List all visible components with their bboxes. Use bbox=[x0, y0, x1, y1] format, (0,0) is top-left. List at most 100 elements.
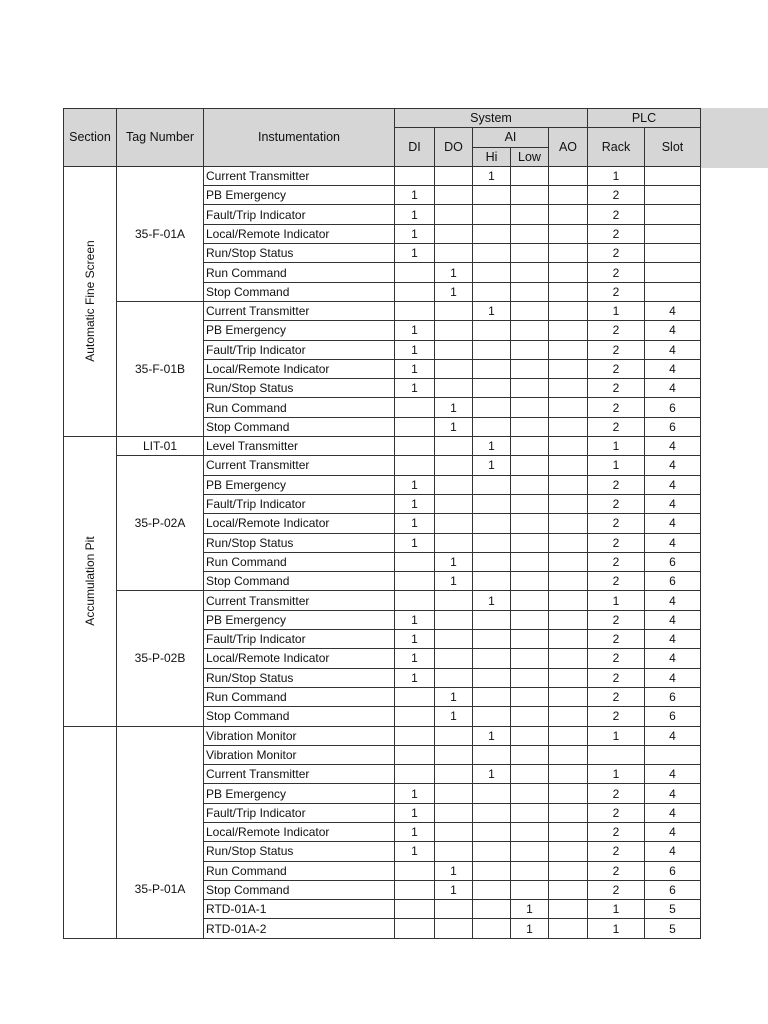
rack-cell: 1 bbox=[587, 899, 645, 920]
ai-low-cell bbox=[510, 300, 549, 322]
di-cell: 1 bbox=[394, 243, 435, 264]
ao-cell bbox=[548, 802, 588, 823]
do-cell bbox=[434, 725, 473, 746]
instrument-name: Stop Command bbox=[203, 879, 395, 901]
di-cell bbox=[394, 436, 435, 457]
section-cell: Automatic Fine Screen bbox=[63, 165, 117, 438]
slot-cell bbox=[644, 223, 701, 245]
header-slot: Slot bbox=[644, 127, 701, 167]
ai-low-cell bbox=[510, 204, 549, 225]
rack-cell: 2 bbox=[587, 860, 645, 881]
ai-low-cell: 1 bbox=[510, 918, 549, 939]
ai-low-cell bbox=[510, 223, 549, 245]
ai-hi-cell bbox=[472, 185, 511, 206]
slot-cell: 4 bbox=[644, 339, 701, 360]
table-row: Run Command 1 2 6 bbox=[64, 397, 701, 418]
rack-cell: 2 bbox=[587, 320, 645, 341]
instrument-name: Local/Remote Indicator bbox=[203, 513, 395, 534]
do-cell: 1 bbox=[434, 551, 473, 573]
slot-cell: 4 bbox=[644, 358, 701, 380]
header-plc: PLC bbox=[587, 107, 701, 129]
di-cell bbox=[394, 397, 435, 418]
slot-cell: 4 bbox=[644, 455, 701, 476]
do-cell: 1 bbox=[434, 397, 473, 418]
ao-cell bbox=[548, 493, 588, 515]
header-ai: AI bbox=[472, 127, 549, 148]
ao-cell bbox=[548, 609, 588, 631]
rack-cell: 2 bbox=[587, 262, 645, 283]
di-cell: 1 bbox=[394, 378, 435, 399]
instrument-name: Fault/Trip Indicator bbox=[203, 204, 395, 225]
do-cell bbox=[434, 918, 473, 939]
ao-cell bbox=[548, 532, 588, 553]
ao-cell bbox=[548, 841, 588, 862]
tag-number-cell: 35-P-01A bbox=[116, 725, 204, 939]
rack-cell: 1 bbox=[587, 436, 645, 457]
instrument-name: Run Command bbox=[203, 860, 395, 881]
ao-cell bbox=[548, 879, 588, 901]
ai-hi-cell bbox=[472, 513, 511, 534]
instrument-name: Vibration Monitor bbox=[203, 725, 395, 746]
di-cell bbox=[394, 281, 435, 302]
di-cell: 1 bbox=[394, 802, 435, 823]
do-cell: 1 bbox=[434, 262, 473, 283]
ao-cell bbox=[548, 764, 588, 785]
di-cell: 1 bbox=[394, 648, 435, 669]
ai-low-cell bbox=[510, 609, 549, 631]
ai-low-cell bbox=[510, 802, 549, 823]
ai-hi-cell: 1 bbox=[472, 764, 511, 785]
ai-hi-cell bbox=[472, 879, 511, 901]
di-cell: 1 bbox=[394, 223, 435, 245]
ai-hi-cell bbox=[472, 783, 511, 804]
instrument-name: PB Emergency bbox=[203, 320, 395, 341]
slot-cell: 6 bbox=[644, 397, 701, 418]
do-cell bbox=[434, 455, 473, 476]
table-row: PB Emergency 1 2 bbox=[64, 185, 701, 206]
ai-low-cell bbox=[510, 764, 549, 785]
do-cell bbox=[434, 339, 473, 360]
do-cell bbox=[434, 300, 473, 322]
table-row: Stop Command 1 2 6 bbox=[64, 706, 701, 727]
ai-low-cell bbox=[510, 821, 549, 843]
rack-cell: 2 bbox=[587, 609, 645, 631]
header-ao: AO bbox=[548, 127, 588, 167]
ao-cell bbox=[548, 590, 588, 611]
header-ai-hi: Hi bbox=[472, 146, 511, 167]
slot-cell bbox=[644, 262, 701, 283]
ai-hi-cell bbox=[472, 841, 511, 862]
ai-hi-cell bbox=[472, 821, 511, 843]
rack-cell: 1 bbox=[587, 918, 645, 939]
ai-hi-cell bbox=[472, 551, 511, 573]
ao-cell bbox=[548, 744, 588, 766]
ao-cell bbox=[548, 300, 588, 322]
instrument-name: RTD-01A-2 bbox=[203, 918, 395, 939]
rack-cell: 2 bbox=[587, 802, 645, 823]
slot-cell bbox=[644, 243, 701, 264]
di-cell: 1 bbox=[394, 667, 435, 688]
ai-low-cell bbox=[510, 648, 549, 669]
ai-low-cell bbox=[510, 783, 549, 804]
ai-hi-cell bbox=[472, 686, 511, 708]
ai-low-cell bbox=[510, 744, 549, 766]
rack-cell: 2 bbox=[587, 204, 645, 225]
instrument-name: Local/Remote Indicator bbox=[203, 821, 395, 843]
ao-cell bbox=[548, 262, 588, 283]
slot-cell: 5 bbox=[644, 899, 701, 920]
slot-cell: 4 bbox=[644, 764, 701, 785]
instrument-name: Run/Stop Status bbox=[203, 667, 395, 688]
ai-hi-cell bbox=[472, 243, 511, 264]
header-tag-number: Tag Number bbox=[116, 108, 204, 167]
do-cell: 1 bbox=[434, 879, 473, 901]
table-row: 35-P-01A Vibration Monitor 1 1 4 bbox=[63, 725, 701, 939]
ao-cell bbox=[548, 686, 588, 708]
ao-cell bbox=[548, 474, 588, 495]
slot-cell: 4 bbox=[644, 783, 701, 804]
ao-cell bbox=[548, 185, 588, 206]
di-cell: 1 bbox=[394, 629, 435, 650]
ao-cell bbox=[548, 821, 588, 843]
ao-cell bbox=[548, 436, 588, 457]
instrument-name: Fault/Trip Indicator bbox=[203, 802, 395, 823]
ao-cell bbox=[548, 165, 588, 187]
do-cell bbox=[434, 648, 473, 669]
di-cell bbox=[394, 706, 435, 727]
